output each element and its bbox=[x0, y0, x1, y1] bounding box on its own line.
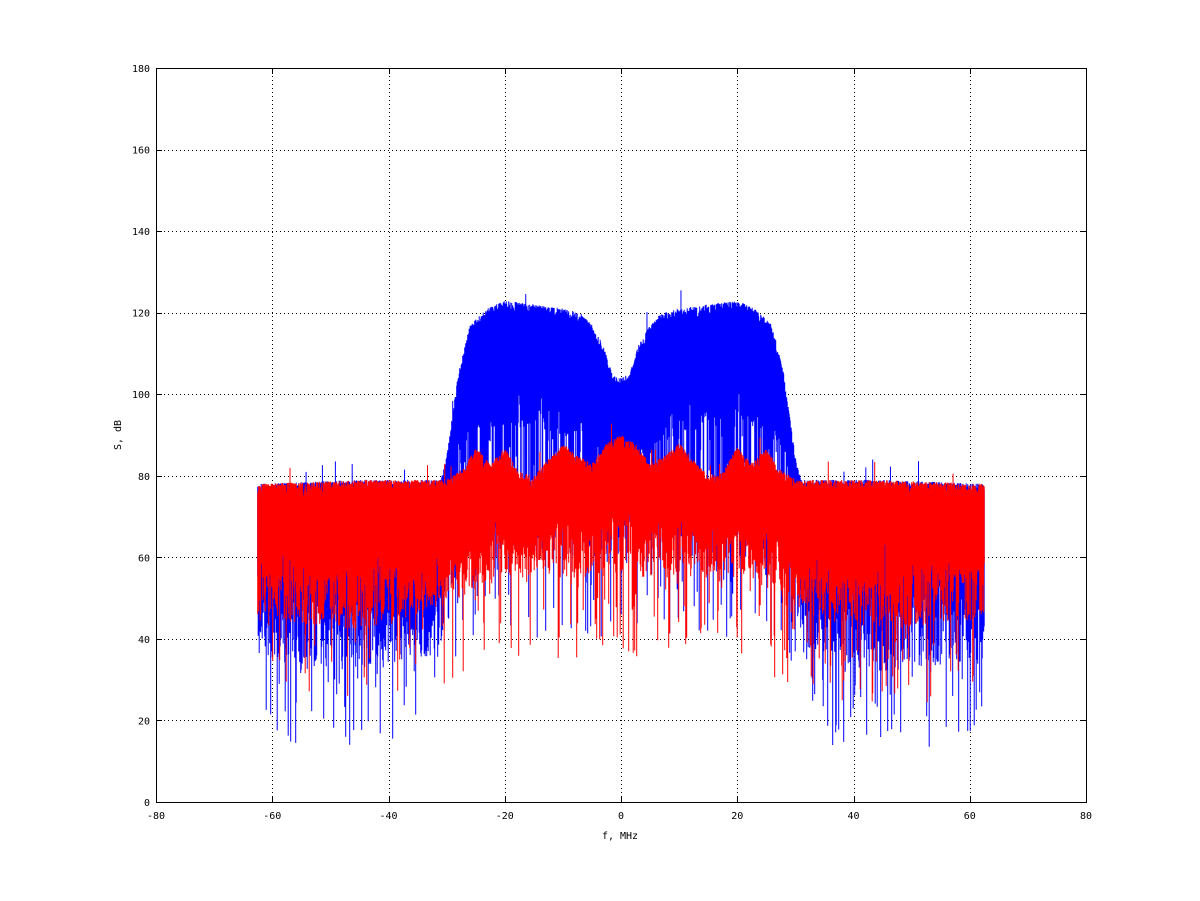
tick-labels: -80 -60 -40 -20 0 20 40 60 80 0 20 40 60 80 100 120 140 1… bbox=[132, 64, 1092, 822]
x-tick-label: 80 bbox=[1080, 811, 1092, 822]
y-axis-label: S, dB bbox=[113, 420, 124, 450]
x-tick-label: 20 bbox=[731, 811, 743, 822]
series-trace bbox=[257, 435, 985, 703]
axes-frame bbox=[156, 68, 1087, 803]
y-tick-label: 0 bbox=[144, 798, 150, 809]
series-layer bbox=[257, 290, 985, 747]
y-tick-label: 180 bbox=[132, 64, 150, 75]
x-tick-label: -80 bbox=[147, 811, 165, 822]
x-axis-label: f, MHz bbox=[602, 831, 638, 842]
y-tick-label: 140 bbox=[132, 227, 150, 238]
x-tick-label: -20 bbox=[496, 811, 514, 822]
y-tick-label: 120 bbox=[132, 309, 150, 320]
y-tick-label: 160 bbox=[132, 146, 150, 157]
x-tick-label: 60 bbox=[964, 811, 976, 822]
y-tick-label: 60 bbox=[138, 553, 150, 564]
y-tick-label: 100 bbox=[132, 390, 150, 401]
y-tick-label: 80 bbox=[138, 472, 150, 483]
y-tick-label: 40 bbox=[138, 635, 150, 646]
x-tick-label: 0 bbox=[618, 811, 624, 822]
x-tick-label: -40 bbox=[379, 811, 397, 822]
y-tick-label: 20 bbox=[138, 716, 150, 727]
series-red bbox=[257, 423, 985, 703]
x-tick-label: 40 bbox=[847, 811, 859, 822]
x-tick-label: -60 bbox=[263, 811, 281, 822]
